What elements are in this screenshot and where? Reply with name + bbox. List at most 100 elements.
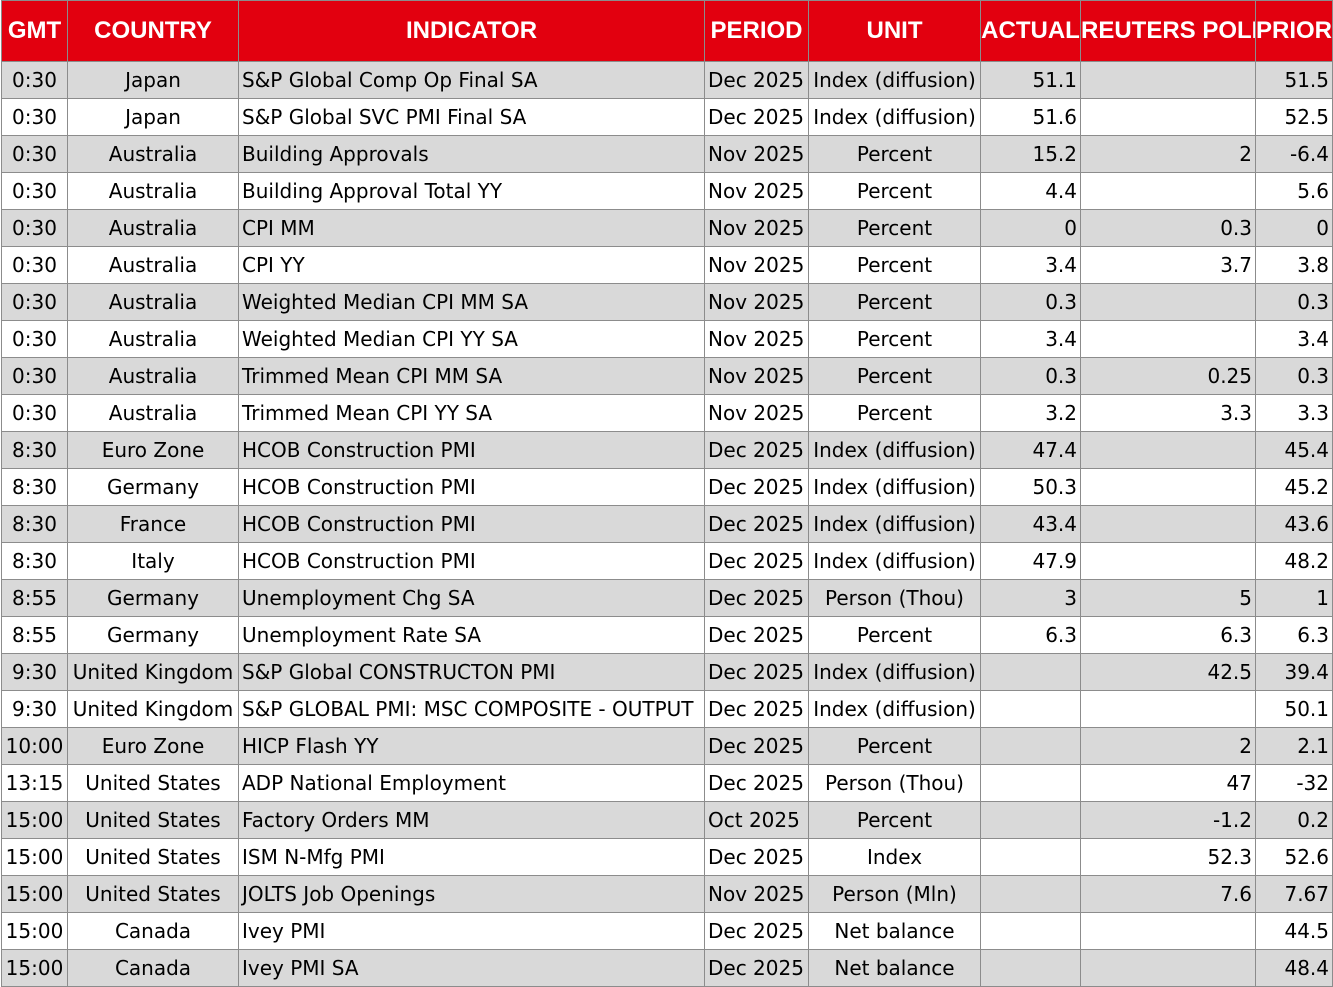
cell-gmt: 0:30 <box>1 246 68 284</box>
cell-reuters-poll: 7.6 <box>1080 875 1256 913</box>
cell-unit: Index (diffusion) <box>808 542 981 580</box>
cell-period: Dec 2025 <box>704 61 809 99</box>
cell-reuters-poll: 52.3 <box>1080 838 1256 876</box>
cell-indicator: Building Approval Total YY <box>238 172 705 210</box>
cell-gmt: 0:30 <box>1 394 68 432</box>
cell-country: Australia <box>67 209 239 247</box>
cell-unit: Percent <box>808 801 981 839</box>
header-reuters-poll: REUTERS POLL <box>1080 0 1256 62</box>
table-row: 9:30 United Kingdom S&P GLOBAL PMI: MSC CO… <box>1 690 1333 728</box>
cell-prior: 51.5 <box>1255 61 1333 99</box>
cell-actual: 3.4 <box>980 320 1081 358</box>
cell-gmt: 9:30 <box>1 690 68 728</box>
cell-country: Australia <box>67 172 239 210</box>
cell-indicator: CPI MM <box>238 209 705 247</box>
cell-prior: 48.4 <box>1255 949 1333 987</box>
cell-actual <box>980 875 1081 913</box>
cell-indicator: HCOB Construction PMI <box>238 542 705 580</box>
cell-actual: 47.4 <box>980 431 1081 469</box>
cell-country: Germany <box>67 616 239 654</box>
header-country: COUNTRY <box>67 0 239 62</box>
cell-country: United Kingdom <box>67 690 239 728</box>
cell-prior: 39.4 <box>1255 653 1333 691</box>
cell-actual: 6.3 <box>980 616 1081 654</box>
cell-period: Nov 2025 <box>704 283 809 321</box>
cell-actual <box>980 801 1081 839</box>
cell-indicator: Ivey PMI SA <box>238 949 705 987</box>
cell-period: Dec 2025 <box>704 505 809 543</box>
header-indicator: INDICATOR <box>238 0 705 62</box>
cell-unit: Percent <box>808 727 981 765</box>
cell-period: Dec 2025 <box>704 579 809 617</box>
cell-country: Euro Zone <box>67 727 239 765</box>
table-row: 0:30 Australia Weighted Median CPI MM SA No… <box>1 283 1333 321</box>
cell-country: Australia <box>67 246 239 284</box>
cell-reuters-poll <box>1080 505 1256 543</box>
cell-period: Dec 2025 <box>704 653 809 691</box>
cell-period: Dec 2025 <box>704 431 809 469</box>
cell-actual: 3 <box>980 579 1081 617</box>
cell-actual: 0.3 <box>980 283 1081 321</box>
cell-indicator: CPI YY <box>238 246 705 284</box>
cell-prior: 3.8 <box>1255 246 1333 284</box>
cell-indicator: Building Approvals <box>238 135 705 173</box>
cell-country: United States <box>67 838 239 876</box>
cell-actual <box>980 727 1081 765</box>
cell-actual <box>980 764 1081 802</box>
cell-actual <box>980 949 1081 987</box>
cell-gmt: 13:15 <box>1 764 68 802</box>
cell-country: Japan <box>67 98 239 136</box>
cell-indicator: Trimmed Mean CPI YY SA <box>238 394 705 432</box>
cell-actual <box>980 653 1081 691</box>
table-row: 15:00 United States JOLTS Job Openings Nov … <box>1 875 1333 913</box>
cell-reuters-poll <box>1080 431 1256 469</box>
cell-prior: 0.2 <box>1255 801 1333 839</box>
cell-reuters-poll: 3.7 <box>1080 246 1256 284</box>
cell-indicator: HCOB Construction PMI <box>238 431 705 469</box>
header-period: PERIOD <box>704 0 809 62</box>
cell-prior: 0.3 <box>1255 283 1333 321</box>
cell-actual: 51.1 <box>980 61 1081 99</box>
cell-period: Nov 2025 <box>704 135 809 173</box>
cell-unit: Percent <box>808 320 981 358</box>
cell-reuters-poll <box>1080 949 1256 987</box>
cell-prior: 3.3 <box>1255 394 1333 432</box>
cell-gmt: 15:00 <box>1 949 68 987</box>
cell-period: Dec 2025 <box>704 468 809 506</box>
cell-gmt: 0:30 <box>1 209 68 247</box>
cell-unit: Percent <box>808 209 981 247</box>
cell-gmt: 0:30 <box>1 98 68 136</box>
cell-indicator: Ivey PMI <box>238 912 705 950</box>
cell-actual: 51.6 <box>980 98 1081 136</box>
cell-gmt: 9:30 <box>1 653 68 691</box>
cell-period: Nov 2025 <box>704 246 809 284</box>
cell-country: Australia <box>67 357 239 395</box>
cell-reuters-poll <box>1080 320 1256 358</box>
table-row: 15:00 Canada Ivey PMI Dec 2025 Net balance 44… <box>1 912 1333 950</box>
cell-reuters-poll <box>1080 61 1256 99</box>
table-row: 8:55 Germany Unemployment Chg SA Dec 2025 Pe… <box>1 579 1333 617</box>
cell-prior: 44.5 <box>1255 912 1333 950</box>
cell-country: Canada <box>67 912 239 950</box>
table-row: 0:30 Australia Trimmed Mean CPI YY SA Nov 2… <box>1 394 1333 432</box>
cell-gmt: 8:30 <box>1 468 68 506</box>
cell-reuters-poll <box>1080 468 1256 506</box>
cell-unit: Index (diffusion) <box>808 653 981 691</box>
cell-indicator: S&P Global CONSTRUCTON PMI <box>238 653 705 691</box>
cell-period: Nov 2025 <box>704 875 809 913</box>
cell-unit: Percent <box>808 394 981 432</box>
cell-unit: Percent <box>808 357 981 395</box>
cell-prior: 0 <box>1255 209 1333 247</box>
cell-prior: 6.3 <box>1255 616 1333 654</box>
cell-country: Australia <box>67 283 239 321</box>
cell-actual: 15.2 <box>980 135 1081 173</box>
table-row: 10:00 Euro Zone HICP Flash YY Dec 2025 Perce… <box>1 727 1333 765</box>
cell-unit: Percent <box>808 172 981 210</box>
cell-actual: 50.3 <box>980 468 1081 506</box>
cell-reuters-poll: 5 <box>1080 579 1256 617</box>
cell-gmt: 8:30 <box>1 431 68 469</box>
cell-actual: 3.2 <box>980 394 1081 432</box>
cell-gmt: 8:30 <box>1 542 68 580</box>
header-unit: UNIT <box>808 0 981 62</box>
